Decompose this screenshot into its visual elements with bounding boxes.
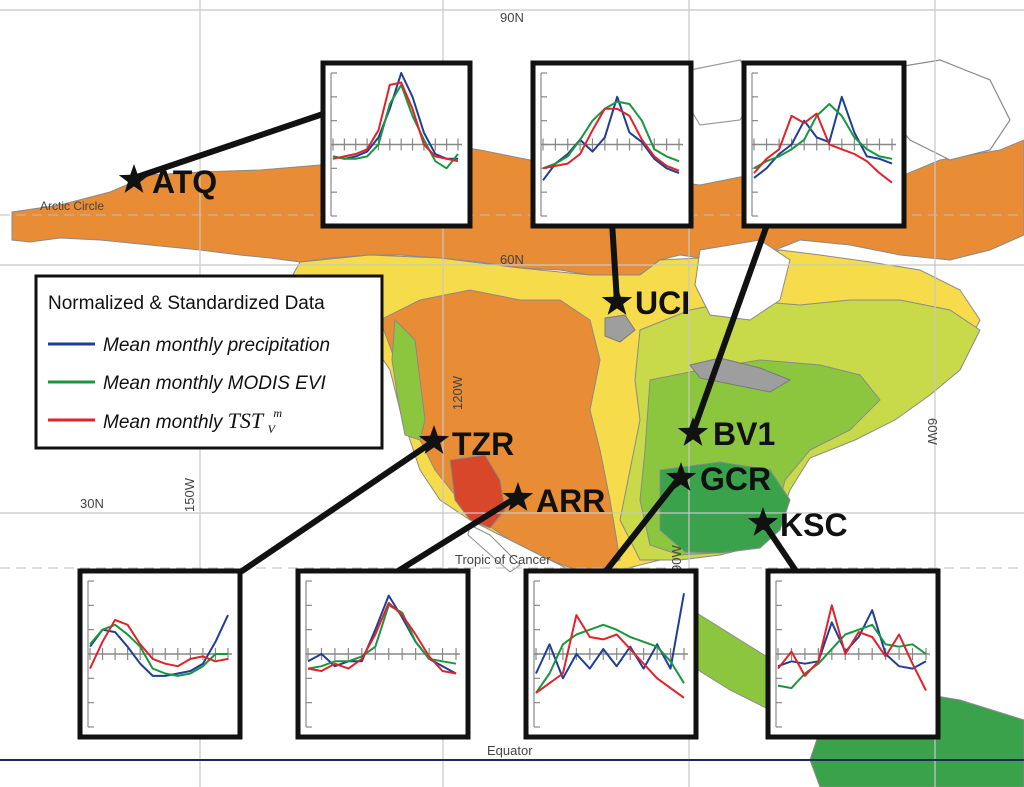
zone-pacific-green: [391, 318, 426, 441]
inset-series-precip-atq: [332, 72, 458, 160]
inset-series-evi-tzr: [89, 623, 228, 677]
inset-series-evi-atq: [332, 83, 459, 170]
station-label-uci: UCI: [635, 285, 690, 321]
inset-chart-atq: [320, 60, 473, 229]
legend-label-tst-sub: V: [268, 422, 277, 436]
arctic-circle-label: Arctic Circle: [40, 199, 104, 213]
leader-line-atq: [131, 111, 326, 181]
lat-label-60n: 60N: [500, 252, 524, 267]
leader-line-tzr: [239, 438, 437, 574]
lon-label-60w: 60W: [925, 418, 940, 445]
station-star-uci: [601, 286, 633, 315]
inset-series-evi-uci: [542, 100, 680, 170]
inset-series-tst-arr: [307, 601, 457, 675]
leader-line-bv1: [690, 219, 771, 435]
inset-series-precip-uci: [542, 95, 680, 181]
lat-label-90n: 90N: [500, 10, 524, 25]
inset-series-evi-ksc: [777, 623, 927, 690]
gulf-of-california: [467, 524, 521, 573]
inset-series-tst-uci: [542, 107, 680, 172]
inset-series-tst-atq: [332, 81, 459, 163]
leader-line-arr: [395, 494, 520, 574]
inset-chart-tzr: [77, 568, 243, 740]
lon-label-120w: 120W: [450, 375, 465, 410]
equator-label: Equator: [487, 743, 533, 758]
station-star-atq: [118, 164, 150, 193]
station-star-tzr: [418, 425, 450, 454]
inset-chart-bv1: [741, 60, 907, 229]
inset-charts: [77, 60, 941, 740]
legend-label-tst: Mean monthly TST V m: [103, 406, 282, 437]
station-star-arr: [502, 482, 534, 511]
station-label-arr: ARR: [536, 483, 605, 519]
legend-label-precip: Mean monthly precipitation: [103, 335, 330, 356]
inset-series-tst-tzr: [89, 618, 229, 670]
station-label-gcr: GCR: [700, 461, 771, 497]
inset-chart-ksc: [765, 568, 941, 740]
inset-series-evi-bv1: [753, 103, 893, 170]
station-star-ksc: [747, 507, 779, 536]
inset-series-tst-gcr: [535, 614, 685, 699]
inset-series-tst-ksc: [777, 604, 927, 691]
inset-series-precip-tzr: [89, 614, 229, 677]
station-star-gcr: [665, 462, 697, 491]
legend-title: Normalized & Standardized Data: [48, 293, 325, 314]
tropic-of-cancer-label: Tropic of Cancer: [455, 552, 551, 567]
legend: Normalized & Standardized Data Mean mont…: [34, 274, 384, 450]
legend-label-tst-prefix: Mean monthly: [103, 412, 228, 433]
inset-chart-arr: [295, 568, 471, 740]
hudson-bay: [694, 239, 791, 321]
station-markers: [118, 164, 779, 536]
lat-label-30n: 30N: [80, 496, 104, 511]
legend-label-evi: Mean monthly MODIS EVI: [103, 373, 327, 394]
inset-series-evi-gcr: [535, 623, 685, 694]
inset-chart-gcr: [523, 568, 699, 740]
inset-chart-uci: [530, 60, 694, 229]
lon-label-90w: 90W: [669, 545, 684, 572]
station-label-bv1: BV1: [713, 416, 775, 452]
legend-label-tst-sup: m: [273, 406, 282, 420]
station-star-bv1: [677, 417, 709, 446]
legend-label-tst-math: TST: [228, 408, 265, 433]
station-label-ksc: KSC: [780, 507, 848, 543]
leader-line-gcr: [603, 474, 683, 574]
station-label-tzr: TZR: [452, 426, 514, 462]
inset-series-tst-bv1: [753, 112, 893, 184]
station-label-atq: ATQ: [152, 164, 217, 200]
lon-label-150w: 150W: [182, 477, 197, 512]
lake-uci: [604, 314, 636, 343]
